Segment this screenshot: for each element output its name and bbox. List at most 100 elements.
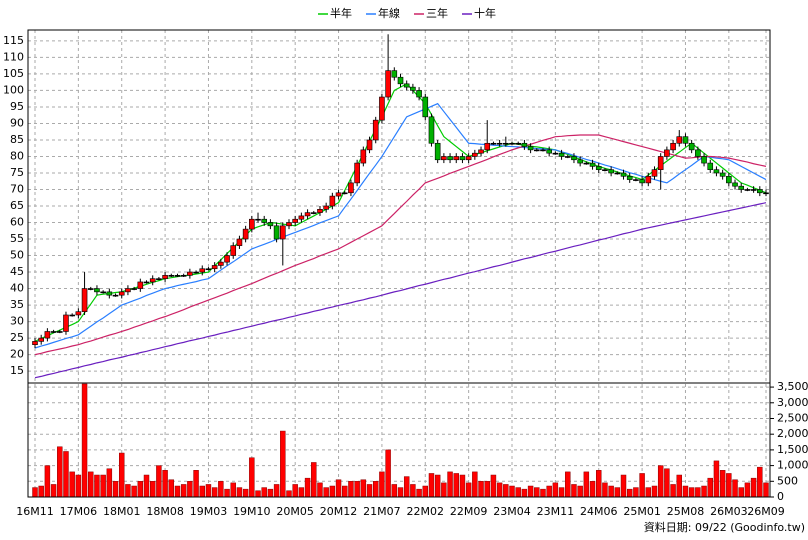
x-tick-label: 26M03 — [710, 505, 748, 518]
x-tick-label: 21M07 — [363, 505, 401, 518]
candle-body — [267, 222, 274, 227]
candle-body — [218, 261, 224, 266]
candle-body — [149, 278, 156, 283]
candle-body — [484, 142, 491, 151]
candle-body — [81, 288, 88, 312]
volume-bar — [224, 488, 230, 498]
ma-line — [34, 202, 767, 379]
volume-bar — [521, 488, 528, 498]
volume-bar — [670, 484, 676, 498]
volume-bar — [199, 485, 205, 498]
volume-bar — [701, 485, 707, 498]
volume-bar — [280, 430, 286, 498]
candle-body — [372, 119, 379, 141]
x-tick-label: 19M10 — [233, 505, 271, 518]
candle-body — [354, 162, 360, 184]
candle-body — [125, 288, 131, 293]
candle-body — [682, 136, 689, 144]
y2-tick-label: 500 — [777, 474, 798, 487]
legend: 半年 年線 三年 十年 — [318, 6, 496, 20]
volume-bar — [100, 474, 106, 498]
volume-bar — [168, 479, 175, 498]
candle-body — [323, 205, 329, 210]
volume-bar — [32, 487, 38, 498]
legend-label: 半年 — [330, 6, 352, 20]
candle-body — [143, 281, 150, 284]
y-tick-label: 90 — [10, 116, 24, 129]
volume-bar — [478, 481, 484, 498]
volume-bar — [379, 471, 385, 498]
candle-body — [527, 146, 534, 151]
volume-bar — [763, 482, 769, 498]
volume-bar — [614, 487, 621, 498]
volume-bar — [682, 485, 689, 498]
candle-body — [261, 218, 268, 223]
volume-bar — [360, 479, 367, 498]
volume-bar — [162, 470, 168, 498]
volume-bar — [329, 485, 336, 498]
volume-bar — [602, 482, 608, 498]
candle-body — [670, 142, 676, 151]
volume-bar — [125, 484, 131, 498]
plot-border — [27, 29, 771, 498]
candle-body — [664, 149, 670, 157]
candle-body — [626, 175, 633, 180]
volume-bar — [304, 477, 311, 498]
candle-body — [763, 192, 769, 195]
y-tick-label: 105 — [3, 67, 24, 80]
grid — [28, 30, 770, 498]
volume-bar — [453, 473, 459, 498]
volume-bar — [236, 487, 243, 498]
y-tick-label: 115 — [3, 34, 24, 47]
ma-line — [34, 102, 767, 349]
volume-bar — [286, 490, 292, 498]
candle-body — [695, 149, 701, 157]
volume-bar — [255, 490, 261, 498]
legend-label: 十年 — [474, 6, 496, 20]
volume-bar — [552, 482, 559, 498]
candle-body — [205, 268, 212, 271]
footer: 資料日期: 09/22 (Goodinfo.tw) — [644, 520, 805, 534]
volume-bar — [651, 485, 658, 498]
volume-bar — [354, 481, 360, 498]
candle-body — [676, 136, 683, 144]
candle-body — [757, 189, 763, 194]
y-tick-label: 80 — [10, 149, 24, 162]
y2-tick-label: 1,000 — [777, 459, 808, 472]
volume-bar — [335, 479, 342, 498]
candle-body — [211, 265, 218, 270]
volume-bar — [546, 485, 552, 498]
candle-body — [366, 139, 373, 151]
candle-body — [478, 149, 484, 154]
volume-bar — [292, 484, 298, 498]
y2-tick-label: 0 — [777, 490, 784, 503]
candle-body — [620, 172, 627, 177]
candle-body — [63, 314, 69, 332]
candle-body — [279, 225, 286, 240]
candle-body — [410, 86, 416, 91]
volume-bar — [403, 476, 410, 498]
candle-body — [94, 288, 100, 293]
candle-body — [310, 212, 317, 214]
volume-bar — [757, 466, 763, 498]
x-tick-label: 16M11 — [16, 505, 54, 518]
candle-body — [131, 288, 137, 290]
volume-bar — [187, 481, 193, 498]
y-tick-label: 60 — [10, 216, 24, 229]
candle-body — [391, 70, 398, 78]
volume-bar — [94, 474, 100, 498]
y-tick-label: 45 — [10, 265, 24, 278]
volume-bar — [726, 473, 732, 498]
volume-bar — [707, 477, 713, 498]
volume-bar — [119, 452, 125, 498]
y2-tick-label: 1,500 — [777, 443, 808, 456]
candle-body — [496, 142, 503, 145]
volume-bar — [112, 481, 119, 498]
candle-body — [69, 314, 75, 317]
volume-bar — [509, 485, 515, 498]
volume-bar — [441, 482, 447, 498]
candle-body — [503, 142, 509, 145]
volume-bar — [558, 487, 565, 498]
